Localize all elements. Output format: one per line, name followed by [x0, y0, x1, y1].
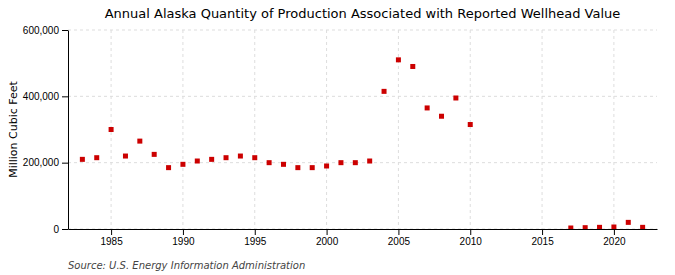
grid-line-x [542, 30, 543, 229]
point [123, 154, 128, 159]
tick: 400,000 [23, 91, 68, 102]
plot: 1985 1990 1995 2000 2005 2010 2015 2020 0 200,000… [23, 25, 658, 247]
point [583, 225, 588, 229]
title: Annual Alaska Quantity of Production Ass… [105, 6, 621, 21]
grid [68, 30, 657, 229]
grid-line-y [68, 96, 657, 97]
point [195, 159, 200, 164]
tick: 2020 [603, 229, 626, 247]
point [396, 57, 401, 62]
tick: 2000 [316, 229, 339, 247]
tick: 1990 [172, 229, 195, 247]
tick: 0 [53, 224, 68, 235]
tick-label: 200,000 [23, 157, 60, 168]
tick-mark [62, 229, 68, 230]
point [597, 225, 602, 229]
tick-label: 2020 [603, 236, 626, 247]
point [238, 154, 243, 159]
point [626, 220, 631, 225]
point [267, 160, 272, 165]
point [252, 155, 257, 160]
point [295, 165, 300, 170]
grid-line-x [613, 30, 614, 229]
tick-mark [614, 229, 615, 235]
tick-label: 1995 [244, 236, 267, 247]
tick: 2010 [460, 229, 483, 247]
point [453, 95, 458, 100]
tick-mark [183, 229, 184, 235]
source: Source: U.S. Energy Information Administ… [68, 260, 305, 271]
tick-mark [62, 30, 68, 31]
point [324, 163, 329, 168]
tick: 2015 [531, 229, 554, 247]
point [439, 114, 444, 119]
tick-mark [542, 229, 543, 235]
y-axis-line [68, 31, 69, 230]
tick-label: 1985 [100, 236, 123, 247]
point [281, 162, 286, 167]
tick: 1985 [100, 229, 123, 247]
tick-label: 0 [53, 224, 59, 235]
point [338, 160, 343, 165]
tick-label: 400,000 [23, 91, 60, 102]
grid-line-y [68, 162, 657, 163]
y-axis: 0 200,000 400,000 600,000 [23, 25, 69, 235]
tick-label: 2000 [316, 236, 339, 247]
grid-line-x [326, 30, 327, 229]
grid-line-y [68, 30, 657, 31]
tick-mark [62, 163, 68, 164]
point [152, 152, 157, 157]
point [224, 155, 229, 160]
grid-line-x [182, 30, 183, 229]
tick-mark [327, 229, 328, 235]
tick-label: 2015 [531, 236, 554, 247]
point [310, 165, 315, 170]
tick: 2005 [388, 229, 411, 247]
point [94, 155, 99, 160]
point [109, 127, 114, 132]
x-axis: 1985 1990 1995 2000 2005 2010 2015 2020 [69, 229, 658, 247]
tick: 1995 [244, 229, 267, 247]
point [611, 225, 616, 229]
y-axis-label: Million Cubic Feet [7, 80, 20, 177]
point [568, 226, 573, 229]
x-axis-line [69, 229, 658, 230]
grid-line-x [254, 30, 255, 229]
tick-label: 1990 [172, 236, 195, 247]
point [640, 225, 645, 229]
tick-label: 600,000 [23, 25, 60, 36]
tick-mark [111, 229, 112, 235]
point [410, 64, 415, 69]
tick-mark [255, 229, 256, 235]
point [425, 105, 430, 110]
tick: 200,000 [23, 157, 68, 168]
point [180, 162, 185, 167]
point [137, 139, 142, 144]
chart: 1985 1990 1995 2000 2005 2010 2015 2020 0 200,000… [0, 0, 675, 275]
tick-label: 2005 [388, 236, 411, 247]
point [166, 165, 171, 170]
point [80, 157, 85, 162]
tick-mark [470, 229, 471, 235]
point [209, 157, 214, 162]
point [367, 159, 372, 164]
points [80, 57, 645, 229]
tick-mark [62, 96, 68, 97]
tick-label: 2010 [460, 236, 483, 247]
tick: 600,000 [23, 25, 68, 36]
point [353, 160, 358, 165]
point [382, 89, 387, 94]
tick-mark [398, 229, 399, 235]
point [468, 122, 473, 127]
grid-line-x [470, 30, 471, 229]
